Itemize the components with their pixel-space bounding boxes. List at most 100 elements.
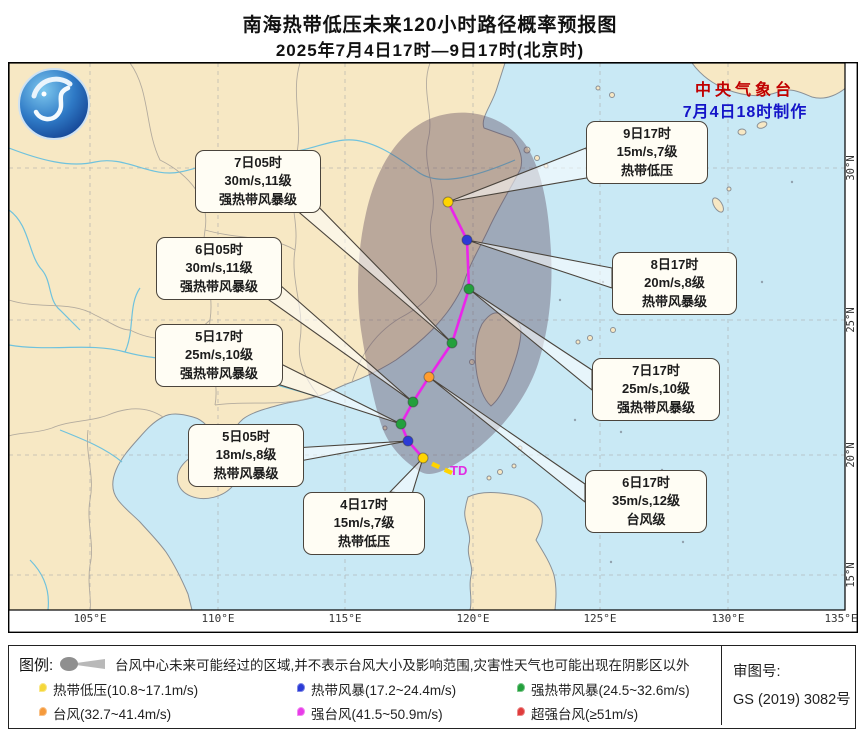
legend-dot-ts bbox=[297, 683, 305, 692]
page-title: 南海热带低压未来120小时路径概率预报图 bbox=[242, 15, 618, 36]
islet bbox=[756, 121, 768, 129]
legend-dot-ty bbox=[39, 707, 47, 716]
islet bbox=[511, 463, 517, 469]
lon-tick-120e: 120°E bbox=[456, 612, 490, 625]
lon-tick-130e: 130°E bbox=[711, 612, 745, 625]
lon-tick-125e: 125°E bbox=[583, 612, 617, 625]
callout-time: 7日05时 bbox=[234, 155, 282, 170]
callout-wind: 18m/s,8级 bbox=[215, 447, 277, 463]
callout-8d17: 8日17时 20m/s,8级 热带风暴级 bbox=[612, 252, 737, 316]
legend-dot-superty bbox=[517, 707, 525, 716]
callout-time: 6日17时 bbox=[622, 475, 670, 490]
legend-dot-sts bbox=[517, 683, 525, 692]
callout-category: 强热带风暴级 bbox=[179, 365, 258, 381]
legend-dot-td bbox=[39, 683, 47, 692]
graticule bbox=[9, 63, 845, 610]
callout-category: 热带风暴级 bbox=[213, 465, 279, 481]
legend: 图例: 台风中心未来可能经过的区域,并不表示台风大小及影响范围,灾害性天气也可能… bbox=[8, 645, 856, 729]
track-point-7d05 bbox=[446, 337, 458, 349]
callout-6d17: 6日17时 35m/s,12级 台风级 bbox=[585, 470, 707, 534]
callout-wind: 15m/s,7级 bbox=[333, 515, 395, 531]
callout-time: 5日05时 bbox=[222, 429, 270, 444]
callout-7d05: 7日05时 30m/s,11级 强热带风暴级 bbox=[195, 150, 321, 214]
track-point-5d17 bbox=[395, 418, 407, 430]
islet bbox=[609, 92, 615, 98]
lon-tick-135e: 135°E bbox=[824, 612, 858, 625]
storm-id-label: TD bbox=[450, 463, 468, 478]
islet bbox=[595, 85, 601, 91]
map-review-number: GS (2019) 3082号 bbox=[733, 692, 851, 708]
islet bbox=[712, 197, 724, 213]
callout-category: 台风级 bbox=[626, 511, 666, 527]
callout-wind: 30m/s,11级 bbox=[185, 260, 253, 276]
legend-item-td: 热带低压(10.8~17.1m/s) bbox=[53, 683, 199, 698]
legend-item-superty: 超强台风(≥51m/s) bbox=[531, 707, 639, 722]
callout-category: 热带低压 bbox=[620, 162, 673, 178]
cone-legend-icon bbox=[60, 657, 105, 671]
callout-time: 7日17时 bbox=[632, 363, 680, 378]
islet bbox=[610, 327, 616, 333]
track-point-4d17 bbox=[417, 452, 429, 464]
callout-7d17: 7日17时 25m/s,10级 强热带风暴级 bbox=[592, 358, 720, 422]
lon-tick-115e: 115°E bbox=[328, 612, 362, 625]
callout-category: 热带风暴级 bbox=[641, 293, 707, 309]
callout-category: 热带低压 bbox=[337, 533, 390, 549]
callout-time: 6日05时 bbox=[195, 242, 243, 257]
agency-name: 中央气象台 bbox=[694, 82, 795, 99]
legend-item-ty: 台风(32.7~41.4m/s) bbox=[53, 707, 172, 722]
legend-dot-sty bbox=[297, 707, 305, 716]
callout-5d05: 5日05时 18m/s,8级 热带风暴级 bbox=[188, 424, 304, 488]
track-point-9d17 bbox=[442, 196, 454, 208]
islet bbox=[737, 128, 747, 136]
islet bbox=[726, 186, 732, 192]
islet bbox=[534, 155, 540, 161]
islet bbox=[523, 146, 531, 154]
legend-title: 图例: bbox=[19, 657, 54, 674]
callout-wind: 30m/s,11级 bbox=[224, 173, 292, 189]
lon-tick-110e: 110°E bbox=[201, 612, 235, 625]
legend-divider bbox=[721, 646, 722, 725]
callout-4d17: 4日17时 15m/s,7级 热带低压 bbox=[303, 492, 425, 556]
callout-leaders bbox=[261, 147, 613, 504]
islet bbox=[497, 469, 503, 475]
issue-time: 7月4日18时制作 bbox=[682, 104, 808, 121]
page-subtitle: 2025年7月4日17时—9日17时(北京时) bbox=[275, 41, 585, 60]
track-points bbox=[395, 196, 475, 464]
callout-time: 8日17时 bbox=[650, 257, 699, 272]
legend-item-sts: 强热带风暴(24.5~32.6m/s) bbox=[531, 683, 690, 698]
forecast-map bbox=[8, 62, 858, 633]
callout-category: 强热带风暴级 bbox=[616, 399, 695, 415]
islet bbox=[486, 475, 492, 481]
track-point-8d17 bbox=[461, 234, 473, 246]
probability-cone bbox=[358, 112, 552, 474]
track-point-6d05 bbox=[407, 396, 419, 408]
cma-logo-icon bbox=[18, 68, 90, 140]
past-track bbox=[425, 458, 453, 476]
callout-6d05: 6日05时 30m/s,11级 强热带风暴级 bbox=[156, 237, 282, 301]
callout-wind: 35m/s,12级 bbox=[612, 493, 680, 509]
track-point-7d17 bbox=[463, 283, 475, 295]
callout-time: 5日17时 bbox=[195, 329, 243, 344]
callout-time: 9日17时 bbox=[623, 126, 671, 141]
callout-category: 强热带风暴级 bbox=[179, 278, 258, 294]
track-point-5d05 bbox=[402, 435, 414, 447]
legend-item-sty: 强台风(41.5~50.9m/s) bbox=[311, 707, 443, 722]
legend-cone-note: 台风中心未来可能经过的区域,并不表示台风大小及影响范围,灾害性天气也可能出现在阴… bbox=[115, 658, 690, 673]
islet bbox=[382, 425, 388, 431]
callout-wind: 20m/s,8级 bbox=[644, 275, 705, 291]
callout-5d17: 5日17时 25m/s,10级 强热带风暴级 bbox=[155, 324, 283, 388]
callout-9d17: 9日17时 15m/s,7级 热带低压 bbox=[586, 121, 708, 185]
callout-wind: 25m/s,10级 bbox=[622, 381, 690, 397]
islet bbox=[587, 335, 593, 341]
callout-wind: 15m/s,7级 bbox=[616, 144, 678, 160]
luzon-island bbox=[464, 491, 557, 610]
track-point-6d17 bbox=[423, 371, 435, 383]
islet bbox=[575, 339, 581, 345]
callout-time: 4日17时 bbox=[340, 497, 388, 512]
callout-category: 强热带风暴级 bbox=[218, 191, 297, 207]
kyushu-island bbox=[691, 63, 845, 99]
lon-tick-105e: 105°E bbox=[73, 612, 107, 625]
callout-wind: 25m/s,10级 bbox=[185, 347, 253, 363]
legend-item-ts: 热带风暴(17.2~24.4m/s) bbox=[311, 683, 457, 698]
